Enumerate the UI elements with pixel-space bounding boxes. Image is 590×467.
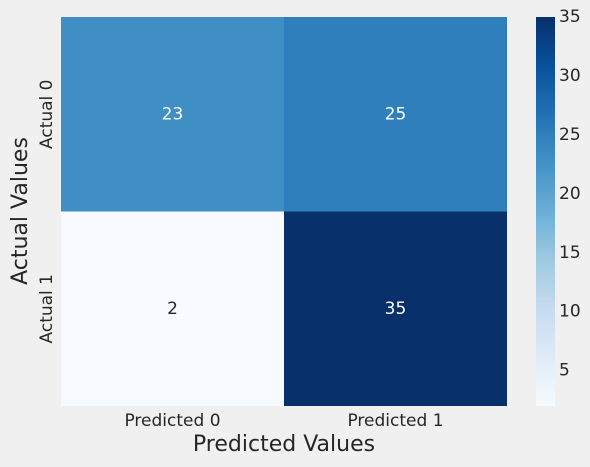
- colorbar-tick-label: 30: [559, 66, 581, 86]
- heatmap-cell: [284, 17, 507, 212]
- heatmap-annotations: 23 25 2 35: [162, 104, 407, 319]
- colorbar-tick-label: 15: [559, 243, 581, 263]
- heatmap-cell: [61, 17, 284, 212]
- x-axis-label: Predicted Values: [193, 432, 375, 457]
- colorbar: [536, 17, 555, 406]
- colorbar-tick-label: 20: [559, 184, 581, 204]
- heatmap-cell: [284, 211, 507, 406]
- y-tick-label: Actual 1: [37, 274, 57, 343]
- colorbar-tick-label: 10: [559, 302, 581, 322]
- heatmap-cells: [61, 17, 507, 406]
- cell-value-label: 35: [385, 299, 407, 319]
- y-tick-labels: Actual 0 Actual 1: [37, 80, 57, 344]
- cell-value-label: 2: [167, 299, 178, 319]
- colorbar-tick-label: 35: [559, 7, 581, 27]
- x-tick-label: Predicted 0: [124, 411, 220, 431]
- y-axis-label: Actual Values: [8, 137, 33, 285]
- cell-value-label: 23: [162, 104, 184, 124]
- x-tick-label: Predicted 1: [347, 411, 443, 431]
- heatmap-cell: [61, 211, 284, 406]
- colorbar-ticks: 5 10 15 20 25 30 35: [559, 7, 581, 381]
- x-tick-labels: Predicted 0 Predicted 1: [124, 411, 443, 431]
- cell-value-label: 25: [385, 104, 407, 124]
- y-tick-label: Actual 0: [37, 80, 57, 149]
- colorbar-tick-label: 25: [559, 125, 581, 145]
- colorbar-tick-label: 5: [559, 361, 570, 381]
